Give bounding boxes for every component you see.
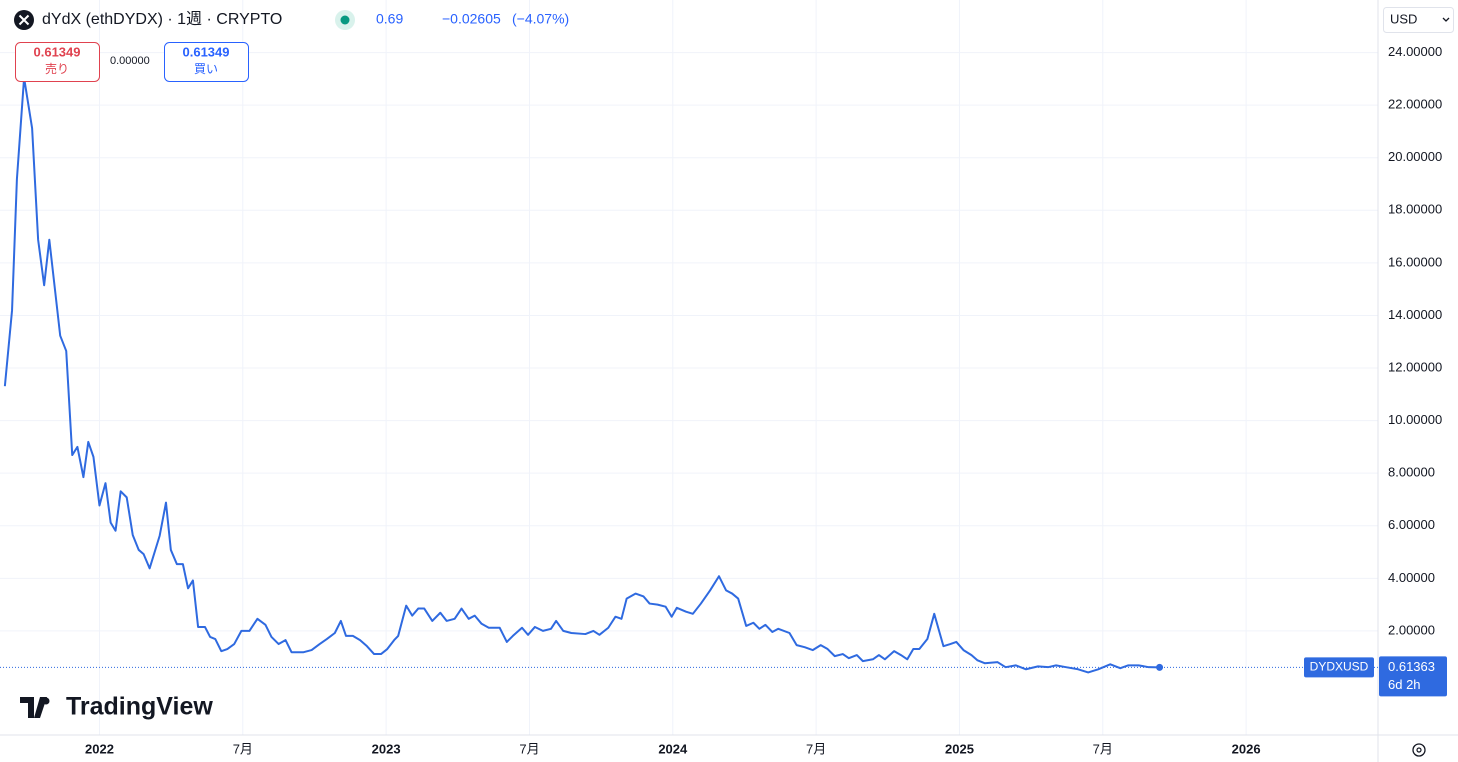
x-tick-label: 2023 [372,741,401,756]
price-label: 0.61363 [1388,659,1435,674]
x-tick-label: 7月 [233,741,253,756]
buy-price: 0.61349 [183,44,230,59]
symbol-label-box [1304,657,1374,678]
tv-logo-text: TradingView [66,693,213,721]
price-change: −0.02605 [442,11,501,27]
x-tick-label: 7月 [1093,741,1113,756]
settings-icon[interactable] [1412,743,1426,757]
y-tick-label: 24.00000 [1388,44,1442,59]
buy-label: 買い [194,62,218,76]
price-line-series [3,76,1160,674]
x-tick-label: 2022 [85,741,114,756]
price-label-box [1379,656,1447,697]
y-tick-label: 18.00000 [1388,202,1442,217]
sell-label: 売り [45,61,69,76]
spread: 0.00000 [110,55,150,67]
y-tick-label: 22.00000 [1388,97,1442,112]
y-tick-label: 4.00000 [1388,570,1435,585]
last-price: 0.69 [376,11,403,27]
x-tick-label: 7月 [806,741,826,756]
currency-label: USD [1390,11,1417,26]
sell-price: 0.61349 [34,44,81,59]
y-tick-label: 16.00000 [1388,254,1442,269]
x-tick-label: 2024 [658,741,688,756]
y-tick-label: 8.00000 [1388,465,1435,480]
symbol-title: dYdX (ethDYDX) · 1週 · CRYPTO [42,10,282,28]
tv-logo-mark [20,697,47,718]
y-tick-label: 2.00000 [1388,622,1435,637]
last-point [1156,663,1164,671]
x-tick-label: 2025 [945,741,974,756]
y-tick-label: 6.00000 [1388,517,1435,532]
y-tick-label: 20.00000 [1388,149,1442,164]
x-tick-label: 7月 [519,741,539,756]
sell-button[interactable] [15,42,100,82]
dropdown-arrow [1442,17,1450,22]
price-change-percent: (−4.07%) [512,11,569,27]
market-status-dot [340,15,350,25]
y-tick-label: 14.00000 [1388,307,1442,322]
y-tick-label: 10.00000 [1388,412,1442,427]
x-tick-label: 2026 [1232,741,1261,756]
buy-button[interactable] [164,42,249,82]
currency-dropdown[interactable] [1383,7,1454,33]
countdown-label: 6d 2h [1388,677,1421,692]
y-tick-label: 12.00000 [1388,359,1442,374]
symbol-logo-mark [18,14,30,26]
settings-icon-center [1416,747,1422,753]
tv-logo-mark [42,697,50,705]
symbol-label: DYDXUSD [1310,660,1369,674]
